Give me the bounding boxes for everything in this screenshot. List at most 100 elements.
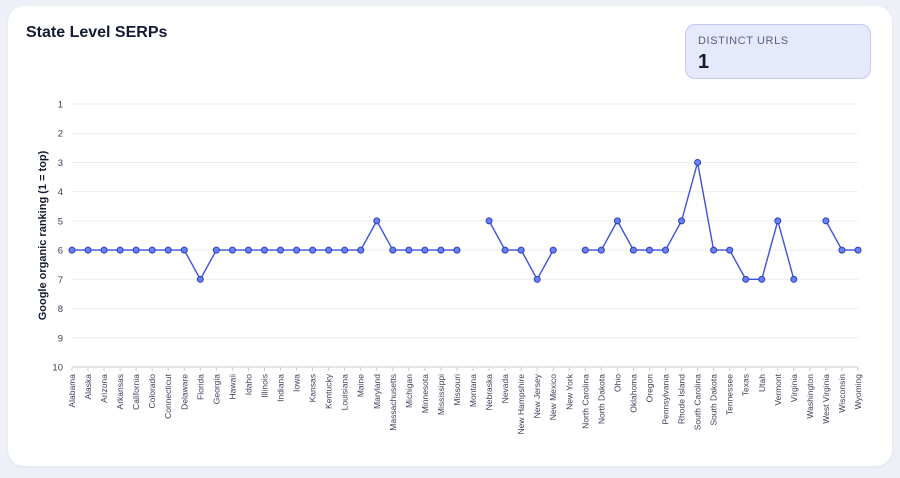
data-point[interactable] — [645, 246, 653, 254]
data-point[interactable] — [100, 246, 108, 254]
data-point[interactable] — [726, 246, 734, 254]
data-point[interactable] — [309, 246, 317, 254]
x-tick-label: South Carolina — [693, 374, 703, 431]
data-point[interactable] — [613, 217, 621, 225]
data-point[interactable] — [68, 246, 76, 254]
data-point[interactable] — [84, 246, 92, 254]
x-tick-label: New Hampshire — [516, 374, 526, 435]
x-tick-label: Iowa — [292, 374, 302, 392]
x-tick-label: Tennessee — [725, 374, 735, 415]
x-axis-ticks: Alabama Alaska Arizona Arkansas California Co… — [67, 367, 863, 434]
data-point[interactable] — [405, 246, 413, 254]
x-tick-label: Ohio — [612, 374, 622, 392]
data-point[interactable] — [501, 246, 509, 254]
data-point[interactable] — [710, 246, 718, 254]
data-point[interactable] — [437, 246, 445, 254]
x-tick-label: North Dakota — [596, 374, 606, 424]
data-point[interactable] — [838, 246, 846, 254]
x-tick-label: South Dakota — [709, 374, 719, 426]
x-tick-label: Colorado — [147, 374, 157, 409]
data-point[interactable] — [517, 246, 525, 254]
data-point[interactable] — [180, 246, 188, 254]
series-points — [68, 158, 862, 283]
data-point[interactable] — [357, 246, 365, 254]
data-point[interactable] — [742, 275, 750, 283]
x-tick-label: North Carolina — [580, 374, 590, 429]
kpi-label: DISTINCT URLS — [698, 35, 789, 47]
data-point[interactable] — [758, 275, 766, 283]
data-point[interactable] — [277, 246, 285, 254]
x-tick-label: Indiana — [276, 374, 286, 402]
data-point[interactable] — [293, 246, 301, 254]
y-tick-label: 8 — [58, 304, 63, 315]
y-tick-label: 6 — [58, 246, 63, 257]
y-tick-label: 2 — [58, 129, 63, 140]
data-point[interactable] — [389, 246, 397, 254]
distinct-urls-kpi: DISTINCT URLS 1 — [685, 24, 871, 79]
data-point[interactable] — [533, 275, 541, 283]
data-point[interactable] — [244, 246, 252, 254]
x-tick-label: West Virginia — [821, 374, 831, 424]
data-point[interactable] — [373, 217, 381, 225]
x-tick-label: Wisconsin — [837, 374, 847, 413]
x-tick-label: Arizona — [99, 374, 109, 403]
x-tick-label: Missouri — [452, 374, 462, 406]
x-tick-label: Wyoming — [853, 374, 863, 410]
y-tick-label: 9 — [58, 333, 63, 344]
x-tick-label: Mississippi — [436, 374, 446, 415]
x-tick-label: California — [131, 374, 141, 410]
data-point[interactable] — [341, 246, 349, 254]
card-title: State Level SERPs — [26, 24, 168, 41]
data-point[interactable] — [132, 246, 140, 254]
x-tick-label: Nebraska — [484, 374, 494, 411]
data-point[interactable] — [629, 246, 637, 254]
y-tick-label: 3 — [58, 158, 63, 169]
data-point[interactable] — [581, 246, 589, 254]
x-tick-label: Idaho — [243, 374, 253, 396]
data-point[interactable] — [164, 246, 172, 254]
grid-lines — [72, 103, 858, 368]
data-point[interactable] — [854, 246, 862, 254]
x-tick-label: Georgia — [211, 374, 221, 405]
x-tick-label: Rhode Island — [677, 374, 687, 424]
data-point[interactable] — [485, 217, 493, 225]
y-tick-label: 1 — [58, 100, 63, 111]
data-point[interactable] — [453, 246, 461, 254]
x-tick-label: Massachusetts — [388, 374, 398, 431]
data-point[interactable] — [822, 217, 830, 225]
x-tick-label: Louisiana — [340, 374, 350, 411]
data-point[interactable] — [116, 246, 124, 254]
x-tick-label: Washington — [805, 374, 815, 419]
data-point[interactable] — [148, 246, 156, 254]
x-tick-label: Utah — [757, 374, 767, 392]
x-tick-label: Maryland — [372, 374, 382, 409]
x-tick-label: Delaware — [179, 374, 189, 410]
kpi-value: 1 — [698, 51, 710, 73]
data-point[interactable] — [196, 275, 204, 283]
x-tick-label: Michigan — [404, 374, 414, 408]
x-tick-label: Pennsylvania — [661, 374, 671, 425]
x-tick-label: Virginia — [789, 374, 799, 402]
data-point[interactable] — [774, 217, 782, 225]
y-tick-label: 5 — [58, 216, 63, 227]
data-point[interactable] — [597, 246, 605, 254]
data-point[interactable] — [662, 246, 670, 254]
data-point[interactable] — [260, 246, 268, 254]
data-point[interactable] — [678, 217, 686, 225]
y-tick-label: 4 — [58, 187, 63, 198]
y-axis-ticks: 1 2 3 4 5 6 7 8 9 10 — [52, 100, 63, 374]
data-point[interactable] — [228, 246, 236, 254]
x-tick-label: New Mexico — [548, 374, 558, 421]
serp-card: State Level SERPs DISTINCT URLS 1 — [8, 6, 892, 466]
data-point[interactable] — [325, 246, 333, 254]
data-point[interactable] — [212, 246, 220, 254]
data-point[interactable] — [549, 246, 557, 254]
x-tick-label: Kansas — [308, 374, 318, 402]
data-point[interactable] — [694, 158, 702, 166]
data-point[interactable] — [790, 275, 798, 283]
data-point[interactable] — [421, 246, 429, 254]
x-tick-label: Maine — [356, 374, 366, 397]
x-tick-label: Alaska — [83, 374, 93, 400]
x-tick-label: Texas — [741, 374, 751, 396]
